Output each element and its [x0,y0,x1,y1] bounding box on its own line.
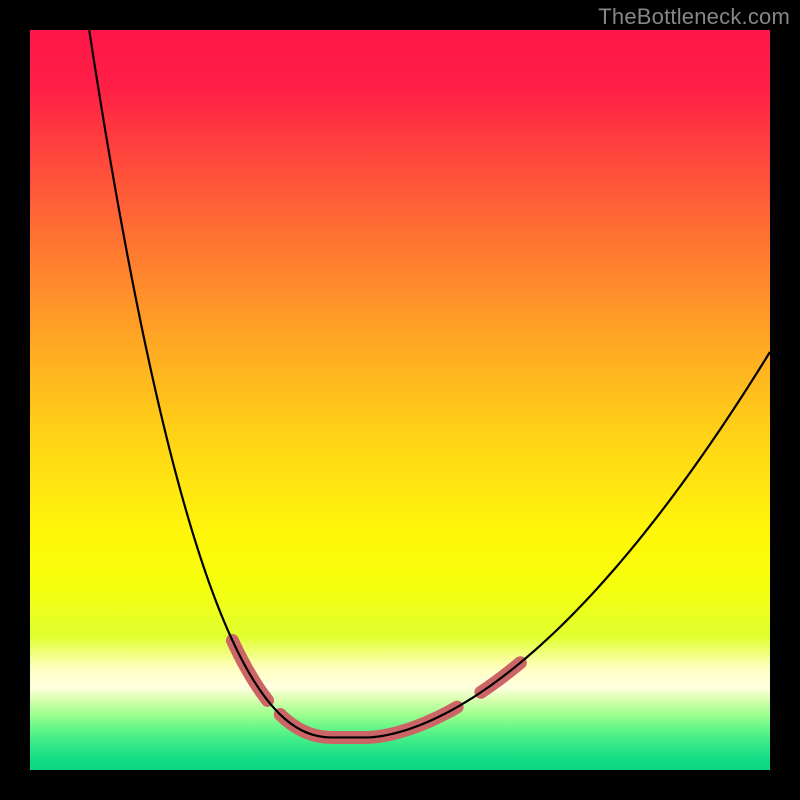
chart-container: { "watermark": { "text": "TheBottleneck.… [0,0,800,800]
watermark-text: TheBottleneck.com [598,4,790,30]
curve-left [89,30,333,737]
highlight-segment [280,715,333,738]
curve-right [333,352,770,738]
curve-layer [30,30,770,770]
highlight-segment [367,707,457,737]
plot-area [30,30,770,770]
